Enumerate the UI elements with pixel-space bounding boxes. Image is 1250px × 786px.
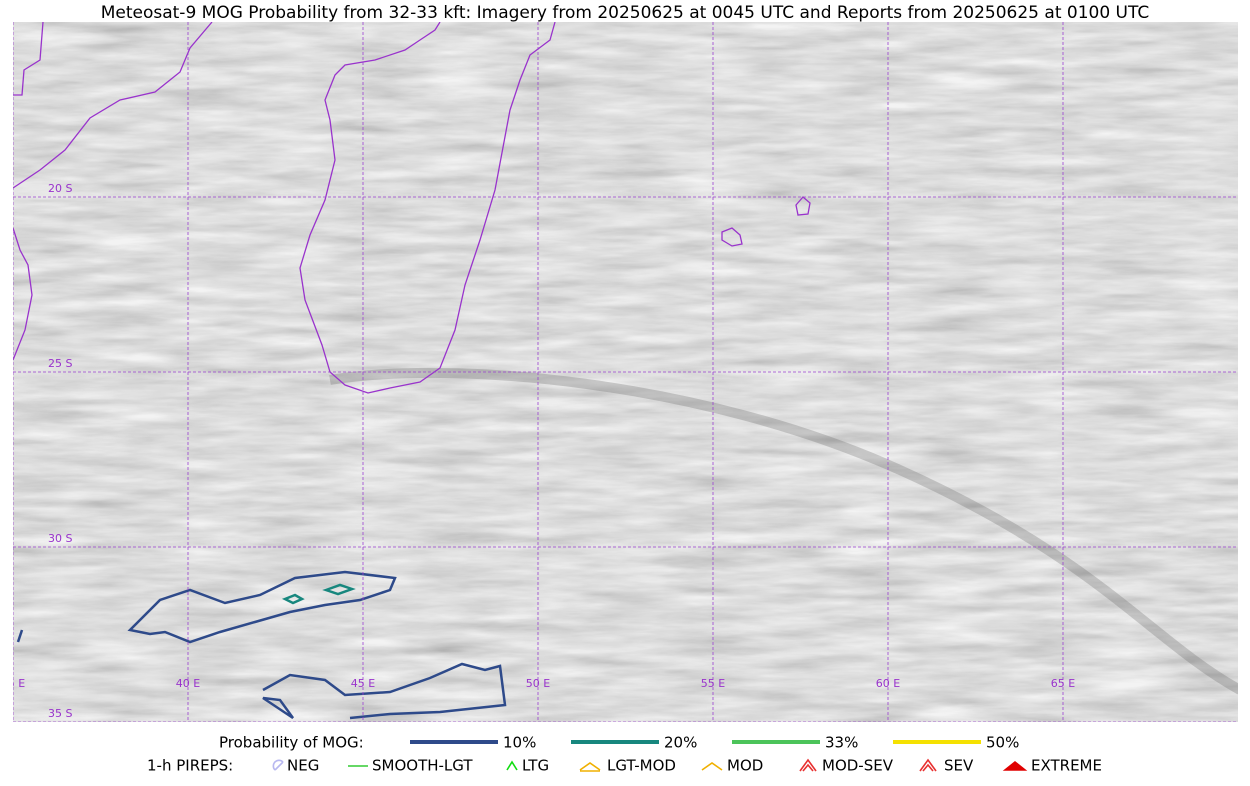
contour-20 — [281, 593, 305, 605]
lat-label: 30 S — [48, 532, 72, 545]
legend-symbol — [1002, 760, 1028, 771]
legend-label: MOD-SEV — [822, 757, 894, 775]
contour-10 — [16, 629, 24, 643]
contour-20 — [322, 583, 356, 596]
legend-label: 10% — [503, 734, 536, 752]
legend: Probability of MOG: 10% 20% 33% 50% 1-h PIREP… — [147, 734, 1102, 775]
legend-label: 50% — [986, 734, 1019, 752]
graticule: 35 E 40 E 45 E 50 E 55 E 60 E 65 E 20 S 25 S 30 S… — [1, 22, 1238, 722]
legend-label: MOD — [727, 757, 763, 775]
legend-label: NEG — [287, 757, 319, 775]
coastline — [13, 227, 33, 361]
coastline — [13, 22, 213, 189]
jet-band — [329, 367, 1238, 695]
legend-label: SEV — [944, 757, 974, 775]
legend-symbol — [799, 758, 817, 772]
contour-10 — [262, 662, 507, 720]
legend-title: 1-h PIREPS: — [147, 757, 233, 775]
legend-label: 20% — [664, 734, 697, 752]
legend-label: LGT-MOD — [607, 757, 676, 775]
coastline — [13, 22, 44, 96]
lon-label: 55 E — [701, 677, 725, 690]
legend-symbol — [506, 760, 518, 771]
legend-label: SMOOTH-LGT — [372, 757, 473, 775]
coastline — [299, 22, 556, 394]
lon-label: 40 E — [176, 677, 200, 690]
lat-label: 20 S — [48, 182, 72, 195]
lon-label: 35 E — [1, 677, 25, 690]
legend-title: Probability of MOG: — [219, 734, 364, 752]
legend-label: EXTREME — [1031, 757, 1102, 775]
contour-10 — [127, 570, 397, 644]
lat-label: 35 S — [48, 707, 72, 720]
title: Meteosat-9 MOG Probability from 32-33 kf… — [101, 3, 1150, 23]
lon-label: 60 E — [876, 677, 900, 690]
legend-symbol — [701, 762, 723, 771]
legend-symbol — [272, 759, 284, 771]
lon-label: 50 E — [526, 677, 550, 690]
lon-label: 65 E — [1051, 677, 1075, 690]
lat-label: 25 S — [48, 357, 72, 370]
map: 35 E 40 E 45 E 50 E 55 E 60 E 65 E 20 S 25 S 30 S… — [1, 22, 1238, 722]
island — [721, 227, 743, 247]
legend-symbol — [919, 758, 937, 772]
legend-label: 33% — [825, 734, 858, 752]
legend-label: LTG — [522, 757, 549, 775]
island — [795, 196, 811, 216]
lon-label: 45 E — [351, 677, 375, 690]
legend-symbol — [579, 762, 601, 772]
